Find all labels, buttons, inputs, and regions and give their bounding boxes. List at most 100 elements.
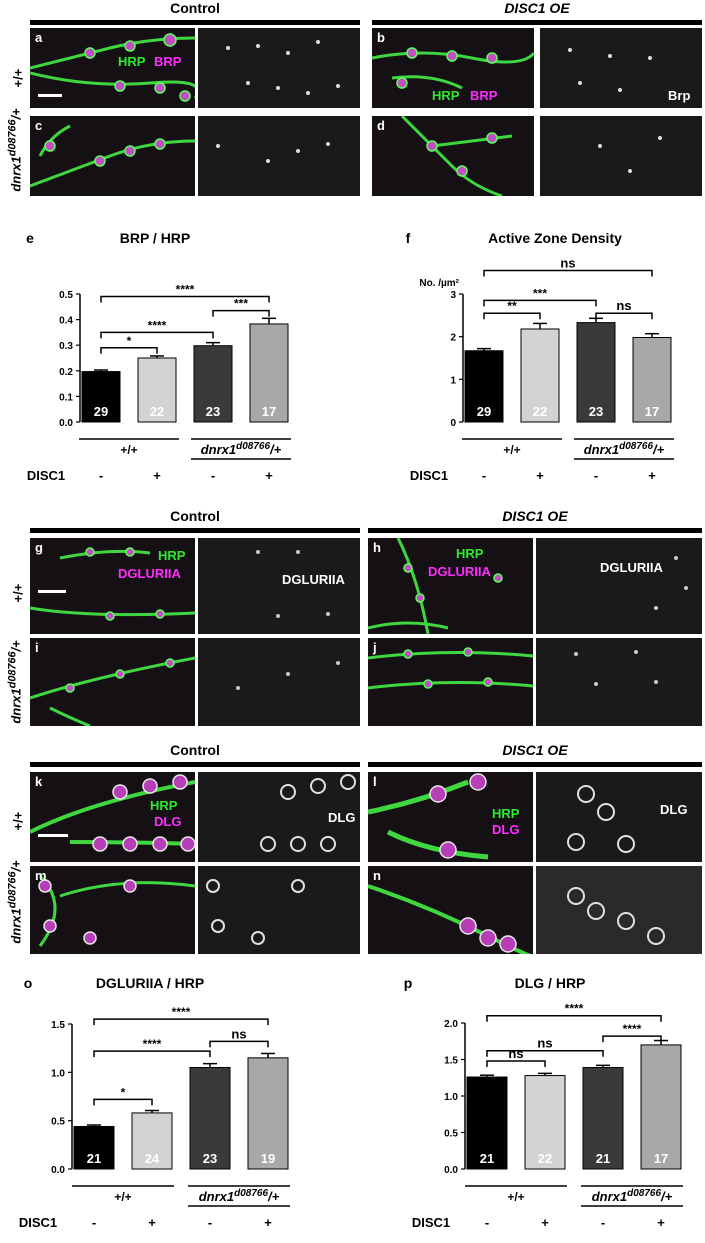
significance-bracket: *** (212, 297, 270, 317)
disc1-indicator: - (208, 1215, 212, 1230)
header-bar-control-3 (30, 762, 360, 767)
micrograph-l-merge: l HRP DLG (368, 772, 533, 862)
sample-size-label: 22 (538, 1151, 552, 1166)
disc1-indicator: - (482, 468, 486, 483)
y-tick-label: 0.2 (59, 367, 73, 378)
dlg-image (260, 774, 356, 852)
significance-bracket: **** (93, 1005, 269, 1026)
y-tick-label: 1.0 (51, 1068, 65, 1079)
neuron-image (30, 774, 195, 852)
y-tick-label: 1.5 (444, 1056, 458, 1067)
sample-size-label: 17 (654, 1151, 668, 1166)
micrograph-i-gray (198, 638, 360, 726)
y-tick-label: 3 (450, 290, 456, 301)
disc1-indicator: - (601, 1215, 605, 1230)
significance-label: **** (148, 318, 167, 332)
disc1-indicator: + (657, 1215, 665, 1230)
disc1-indicator: + (265, 468, 273, 483)
bar (632, 337, 672, 423)
micrograph-d-brp (540, 116, 702, 196)
bar (73, 1125, 115, 1170)
sample-size-label: 29 (477, 404, 491, 419)
disc1-indicator: + (648, 468, 656, 483)
dgluriia-image (256, 550, 330, 618)
y-tick-label: 0.4 (59, 316, 73, 327)
bar (137, 357, 177, 423)
panel-label-h: h (373, 540, 381, 555)
bar (640, 1044, 682, 1170)
scale-bar (38, 94, 62, 97)
significance-bracket: **** (100, 318, 214, 339)
brp-image (226, 40, 340, 95)
label-brp: BRP (470, 88, 498, 103)
neuron-image (30, 547, 195, 621)
y-tick-label: 0.3 (59, 341, 73, 352)
label-dlg-gray: DLG (328, 810, 356, 825)
micrograph-a-brp (198, 28, 360, 108)
significance-label: ns (537, 1036, 552, 1051)
label-dgluriia-gray: DGLURIIA (600, 560, 663, 575)
group-label-dnrx1: dnrx1d08766/+ (201, 441, 282, 457)
sample-size-label: 23 (203, 1151, 217, 1166)
bar (520, 328, 560, 423)
label-hrp: HRP (118, 54, 146, 69)
significance-bracket: **** (93, 1037, 211, 1058)
y-tick-label: 0.0 (51, 1165, 65, 1176)
bracket-line (100, 331, 214, 339)
label-hrp: HRP (158, 548, 186, 563)
bar (189, 1067, 231, 1170)
dgluriia-image (236, 661, 340, 690)
disc1-label: DISC1 (27, 468, 65, 483)
significance-label: **** (176, 283, 195, 297)
group-label-wildtype: +/+ (120, 443, 137, 457)
panel-letter-p: p (404, 975, 413, 991)
disc1-label: DISC1 (19, 1215, 57, 1230)
sample-size-label: 21 (480, 1151, 494, 1166)
disc1-indicator: + (541, 1215, 549, 1230)
bracket-line (483, 299, 597, 307)
panel-letter-e: e (26, 230, 34, 246)
disc1-indicator: - (99, 468, 103, 483)
micrograph-n-merge: n (368, 866, 533, 954)
significance-bracket: **** (602, 1022, 662, 1043)
chart-title: DGLURIIA / HRP (96, 975, 204, 991)
panel-letter-f: f (406, 230, 411, 246)
dlg-image (206, 879, 305, 945)
sample-size-label: 19 (261, 1151, 275, 1166)
row-label-dnrx1-3: dnrx1d08766/+ (6, 860, 24, 944)
micrograph-k-gray: DLG (198, 772, 360, 862)
bracket-line (483, 269, 653, 277)
micrograph-c-brp (198, 116, 360, 196)
header-disc1-oe-1: DISC1 OE (504, 0, 570, 16)
brp-image (216, 142, 330, 163)
bar (81, 371, 121, 423)
panel-label-i: i (35, 640, 39, 655)
bracket-line (486, 1049, 604, 1057)
micrograph-k-merge: k HRP DLG (30, 772, 195, 862)
bracket-line (93, 1098, 153, 1106)
significance-label: ns (560, 256, 575, 271)
row-label-wildtype-3: +/+ (10, 811, 26, 831)
significance-bracket: ns (486, 1036, 604, 1057)
micrograph-l-gray: DLG (536, 772, 702, 862)
bar (131, 1112, 173, 1170)
bracket-line (602, 1035, 662, 1043)
panel-label-b: b (377, 30, 385, 45)
label-dgluriia-gray: DGLURIIA (282, 572, 345, 587)
row-label-dnrx1-1: dnrx1d08766/+ (6, 108, 24, 192)
sample-size-label: 21 (596, 1151, 610, 1166)
neuron-image (400, 116, 513, 196)
micrograph-m-merge: m (30, 866, 195, 954)
significance-bracket: ns (209, 1026, 269, 1048)
bracket-line (212, 309, 270, 317)
bracket-line (486, 1014, 662, 1022)
bracket-line (93, 1018, 269, 1026)
micrograph-j-merge: j (368, 638, 533, 726)
disc1-label: DISC1 (410, 468, 448, 483)
bracket-line (486, 1060, 546, 1067)
neuron-image (368, 538, 503, 634)
significance-bracket: **** (100, 283, 270, 303)
micrograph-a-merge: a HRP BRP (30, 28, 195, 108)
